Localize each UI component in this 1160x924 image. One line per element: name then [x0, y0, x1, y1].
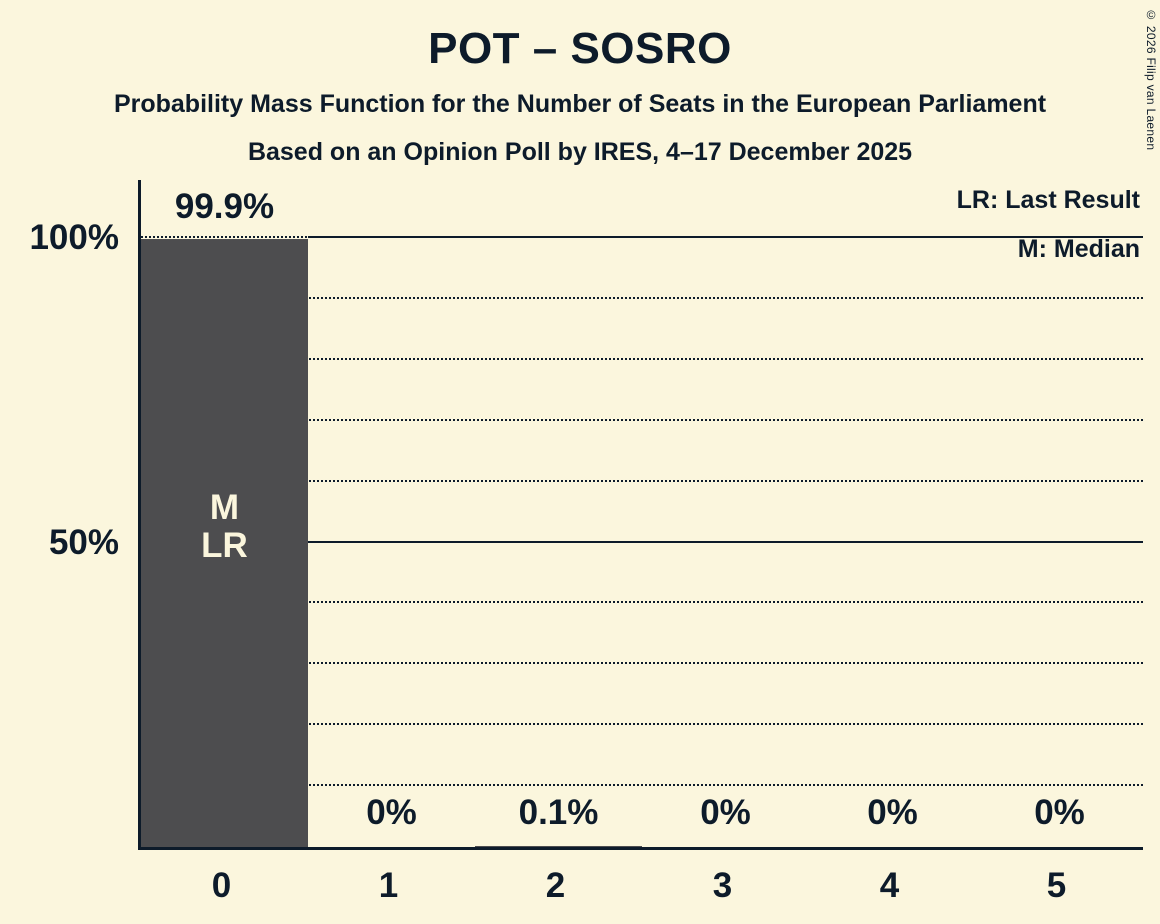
y-tick-50pct: 50% [48, 522, 119, 562]
x-tick-seats-1: 1 [378, 866, 399, 905]
bar-seats-2 [475, 846, 642, 847]
bar-annotations-seats-0: M LR [141, 487, 308, 565]
value-label-seats-4: 0% [867, 793, 918, 832]
bar-annotation-m: M [209, 487, 240, 527]
value-label-seats-1: 0% [366, 793, 417, 832]
value-label-seats-0: 99.9% [174, 186, 275, 226]
chart-title: POT – SOSRO [428, 24, 732, 73]
gridline-70pct [141, 418, 1143, 421]
gridline-30pct [141, 662, 1143, 665]
legend-median: M: Median [1017, 235, 1140, 263]
x-tick-seats-0: 0 [211, 866, 232, 905]
solid-line-50pct [141, 540, 1143, 543]
legend-last-result: LR: Last Result [956, 186, 1140, 214]
gridline-10pct [141, 784, 1143, 787]
value-label-seats-2: 0.1% [518, 793, 599, 832]
x-tick-seats-2: 2 [545, 866, 566, 905]
x-tick-seats-4: 4 [879, 866, 900, 905]
gridline-90pct [141, 296, 1143, 299]
gridline-60pct [141, 479, 1143, 482]
bar-seats-0 [141, 238, 308, 847]
value-label-seats-3: 0% [700, 793, 751, 832]
bar-annotation-lr: LR [201, 525, 248, 565]
chart-subtitle-line2: Based on an Opinion Poll by IRES, 4–17 D… [247, 138, 913, 166]
chart-subtitle-line1: Probability Mass Function for the Number… [113, 90, 1047, 118]
gridline-20pct [141, 723, 1143, 726]
gridline-80pct [141, 357, 1143, 360]
solid-line-100pct [308, 236, 1143, 238]
x-tick-seats-5: 5 [1046, 866, 1067, 905]
x-tick-seats-3: 3 [712, 866, 733, 905]
plot-area: M LR 99.9% 0% 0.1% 0% 0% 0% [138, 180, 1143, 850]
copyright-text: © 2026 Filip van Laenen [1144, 8, 1158, 151]
value-label-seats-5: 0% [1034, 793, 1085, 832]
gridline-40pct [141, 601, 1143, 604]
y-tick-100pct: 100% [29, 218, 119, 257]
